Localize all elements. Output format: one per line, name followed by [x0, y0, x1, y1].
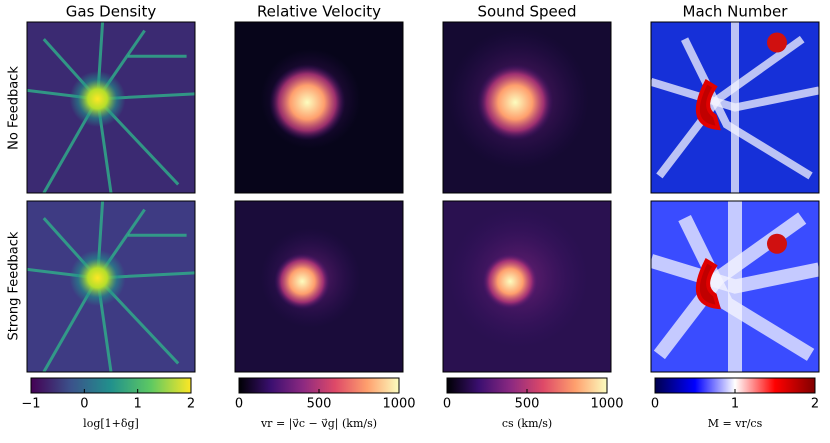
- heatmap-panel: [235, 201, 403, 372]
- heatmap-panel: [651, 201, 819, 372]
- panel-title: Mach Number: [683, 3, 789, 21]
- white-band: [681, 37, 813, 180]
- colorbar-tick-label: 0: [80, 397, 88, 412]
- red-crescent: [695, 258, 721, 310]
- panel-frame: [234, 21, 404, 194]
- panel-frame: [26, 200, 196, 373]
- panel-frame: [650, 200, 820, 373]
- panel-frame: [234, 200, 404, 373]
- white-band: [678, 215, 815, 361]
- colorbar-label: M = vr/cs: [708, 417, 763, 430]
- row-label: No Feedback: [7, 66, 22, 150]
- red-patch: [767, 32, 787, 53]
- panel-title: Sound Speed: [477, 3, 576, 21]
- row-label: Strong Feedback: [7, 231, 22, 340]
- colorbar-tick-label: 0: [651, 397, 659, 412]
- panel-frame: [26, 21, 196, 194]
- heatmap-panel: [235, 22, 403, 193]
- colorbar-tick-label: 2: [811, 397, 819, 412]
- colorbar-label: log[1+δg]: [83, 417, 139, 430]
- core: [69, 249, 126, 306]
- hot-core: [269, 64, 346, 141]
- colorbar-tick-label: 2: [187, 397, 195, 412]
- colorbar-tick-label: 1000: [382, 397, 415, 412]
- panel-frame: [650, 21, 820, 194]
- hot-core: [274, 253, 331, 310]
- hot-core: [477, 64, 554, 141]
- heatmap-panel: [27, 22, 195, 193]
- red-patch: [767, 233, 787, 254]
- colorbar-tick-label: 1000: [590, 397, 623, 412]
- colorbar-label: cs (km/s): [502, 417, 552, 430]
- colorbar-tick-label: 500: [515, 397, 540, 412]
- panel-frame: [442, 21, 612, 194]
- colorbar: [30, 377, 192, 394]
- heatmap-panel: [443, 22, 611, 193]
- red-crescent: [695, 79, 721, 131]
- panel-title: Gas Density: [66, 3, 157, 21]
- hot-core: [482, 253, 539, 310]
- colorbar-tick-label: 1: [731, 397, 739, 412]
- colorbar-tick-label: 0: [235, 397, 243, 412]
- colorbar-tick-label: 1: [134, 397, 142, 412]
- panel-title: Relative Velocity: [257, 3, 381, 21]
- panel-frame: [442, 200, 612, 373]
- colorbar-tick-label: 0: [443, 397, 451, 412]
- heatmap-panel: [651, 22, 819, 193]
- colorbar-tick-label: 500: [307, 397, 332, 412]
- colorbar-label: vr = |v⃗c − v⃗g| (km/s): [260, 417, 377, 431]
- core: [69, 70, 126, 127]
- colorbar-tick-label: −1: [21, 397, 40, 412]
- heatmap-panel: [443, 201, 611, 372]
- heatmap-panel: [27, 201, 195, 372]
